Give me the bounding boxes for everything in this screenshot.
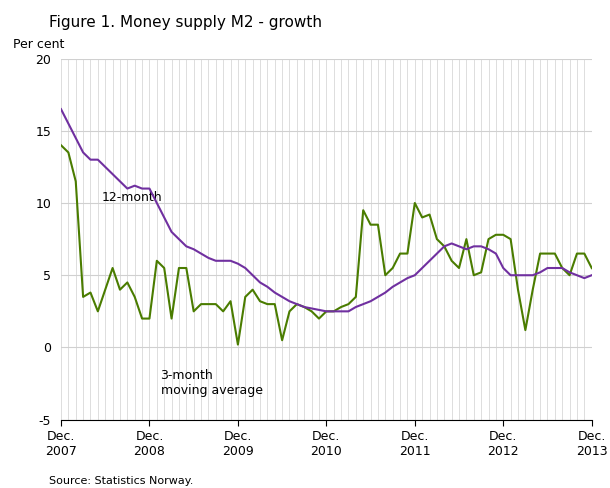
Text: 12-month: 12-month [101,191,162,204]
Text: Figure 1. Money supply M2 - growth: Figure 1. Money supply M2 - growth [49,15,322,30]
Text: Source: Statistics Norway.: Source: Statistics Norway. [49,476,193,486]
Text: Per cent: Per cent [13,39,65,51]
Text: 3-month
moving average: 3-month moving average [160,369,262,397]
